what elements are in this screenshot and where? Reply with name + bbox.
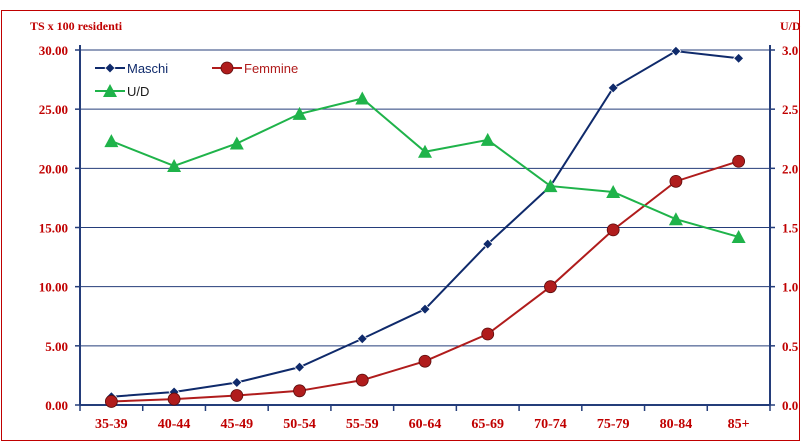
data-point (543, 179, 558, 193)
data-point (104, 395, 118, 408)
data-point (230, 389, 244, 402)
legend-item: Femmine (212, 61, 298, 76)
y2-tick-label: 0.5 (782, 339, 799, 354)
y2-tick-label: 3.0 (782, 43, 798, 58)
y-tick-label: 30.00 (39, 43, 68, 58)
legend-swatch-marker (220, 61, 234, 75)
legend-item: U/D (95, 84, 149, 99)
data-point (356, 333, 368, 345)
y-tick-label: 10.00 (39, 280, 68, 295)
data-point (732, 154, 746, 168)
x-axis-ticks: 35-39 40-44 45-49 50-54 55-59 60-64 65-69 70-74… (95, 417, 750, 432)
data-point (355, 91, 370, 105)
y-tick-label: 0.00 (45, 398, 68, 413)
y2-tick-label: 1.0 (782, 280, 798, 295)
series-line (110, 97, 739, 238)
x-tick-label: 55-59 (346, 417, 379, 432)
axes (75, 45, 775, 411)
y-tick-label: 25.00 (39, 102, 68, 117)
data-point (167, 392, 181, 406)
legend-label: U/D (127, 84, 149, 99)
data-point (731, 229, 746, 243)
series-layer (104, 45, 746, 408)
y2-tick-label: 2.0 (782, 161, 798, 176)
series-femmine (104, 154, 746, 408)
y2-tick-label: 0.0 (782, 398, 798, 413)
y2-axis-ticks: 0.0 0.5 1.0 1.5 2.0 2.5 3.0 (782, 43, 799, 413)
y-tick-label: 15.00 (39, 221, 68, 236)
data-point (669, 174, 683, 188)
data-point (481, 327, 495, 341)
legend-item: Maschi (95, 61, 168, 76)
y-axis-label: TS x 100 residenti (30, 19, 123, 33)
y2-tick-label: 2.5 (782, 102, 799, 117)
x-tick-label: 65-69 (471, 417, 504, 432)
data-point (544, 280, 557, 294)
data-point (104, 134, 119, 148)
y-tick-label: 5.00 (45, 339, 68, 354)
data-point (419, 303, 431, 315)
data-point (355, 373, 369, 387)
data-point (167, 158, 182, 172)
data-point (480, 132, 495, 146)
legend-label: Maschi (127, 61, 168, 76)
gridlines (80, 49, 770, 347)
x-tick-label: 50-54 (283, 417, 316, 432)
data-point (733, 52, 745, 64)
legend-swatch-marker (103, 84, 117, 97)
series-line (111, 50, 739, 398)
series-u-d (104, 91, 746, 243)
y2-axis-label: U/D (780, 19, 801, 33)
x-tick-label: 40-44 (158, 417, 191, 432)
data-point (292, 106, 307, 120)
x-tick-label: 80-84 (660, 417, 693, 432)
data-point (231, 376, 243, 389)
data-point (607, 82, 619, 94)
x-tick-label: 60-64 (409, 417, 442, 432)
y-axis-ticks: 0.00 5.00 10.00 15.00 20.00 25.00 30.00 (39, 43, 68, 413)
data-point (418, 144, 432, 158)
data-point (606, 185, 621, 198)
data-point (606, 223, 620, 237)
x-tick-label: 75-79 (597, 417, 630, 432)
legend-label: Femmine (244, 61, 298, 76)
data-point (229, 136, 244, 150)
legend-swatch-marker (104, 62, 116, 74)
data-point (668, 212, 683, 226)
series-maschi (105, 45, 745, 403)
data-point (670, 45, 682, 57)
x-tick-label: 70-74 (534, 417, 567, 432)
data-point (293, 361, 306, 373)
y-tick-label: 20.00 (39, 161, 68, 176)
y2-tick-label: 1.5 (782, 221, 799, 236)
legend: Maschi Femmine U/D (95, 61, 298, 99)
x-tick-label: 45-49 (220, 417, 253, 432)
data-point (482, 238, 494, 250)
data-point (293, 384, 306, 398)
x-tick-label: 85+ (728, 417, 750, 432)
chart-frame (1, 10, 800, 441)
data-point (418, 354, 432, 368)
x-tick-label: 35-39 (95, 417, 128, 432)
